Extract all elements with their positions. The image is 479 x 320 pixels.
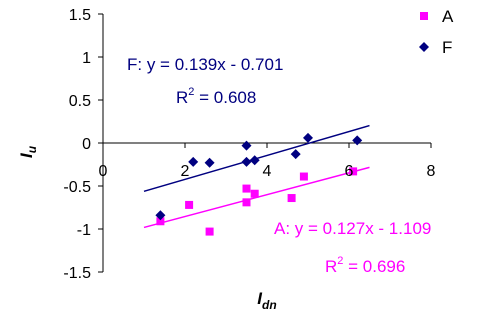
legend-label-f: F bbox=[442, 38, 452, 57]
x-tick-label: 2 bbox=[181, 163, 190, 180]
y-tick-label: 1 bbox=[82, 50, 91, 67]
ticks bbox=[98, 13, 432, 273]
data-point-f bbox=[241, 140, 252, 151]
x-tick-label: 4 bbox=[263, 163, 272, 180]
data-point-a bbox=[250, 189, 259, 198]
legend-marker-a bbox=[420, 12, 428, 20]
data-point-a bbox=[349, 167, 358, 176]
y-tick-label: 0.5 bbox=[69, 93, 91, 110]
x-tick-label: 0 bbox=[99, 163, 108, 180]
trend-equation-a: A: y = 0.127x - 1.109 bbox=[274, 219, 431, 238]
y-tick-label: 1.5 bbox=[69, 7, 91, 24]
data-point-f bbox=[155, 210, 166, 221]
trendlines bbox=[143, 124, 370, 229]
trend-r2-a-exp: 2 bbox=[337, 255, 343, 267]
x-axis-title-subscript: dn bbox=[262, 298, 277, 312]
data-point-a bbox=[185, 200, 194, 209]
x-tick-label: 8 bbox=[427, 163, 436, 180]
data-point-f bbox=[290, 149, 301, 160]
data-point-f bbox=[241, 156, 252, 167]
trend-r2-f-value: = 0.608 bbox=[194, 88, 256, 107]
data-point-f bbox=[352, 135, 363, 146]
legend-label-a: A bbox=[442, 7, 454, 26]
y-axis-title: Iu bbox=[17, 145, 39, 158]
y-tick-label: -1.5 bbox=[63, 265, 91, 282]
annotations: F: y = 0.139x - 0.701 R2 = 0.608 A: y = … bbox=[127, 55, 431, 276]
data-point-a bbox=[205, 227, 214, 236]
trend-r2-f-exp: 2 bbox=[188, 86, 194, 98]
y-axis-title-subscript: u bbox=[25, 145, 39, 153]
y-tick-label: -0.5 bbox=[63, 179, 91, 196]
data-points bbox=[155, 132, 363, 236]
data-point-a bbox=[242, 198, 251, 207]
data-point-a bbox=[287, 194, 296, 203]
data-point-f bbox=[188, 156, 199, 167]
trend-r2-a-value: = 0.696 bbox=[343, 257, 405, 276]
data-point-a bbox=[242, 184, 251, 193]
x-axis-title: Idn bbox=[257, 289, 276, 312]
y-tick-label: 0 bbox=[82, 136, 91, 153]
x-tick-label: 6 bbox=[345, 163, 354, 180]
trend-equation-f: F: y = 0.139x - 0.701 bbox=[127, 55, 283, 74]
x-axis-title-main: I bbox=[257, 289, 263, 308]
trend-r2-a: R2 = 0.696 bbox=[325, 255, 405, 276]
trend-r2-f: R2 = 0.608 bbox=[176, 86, 256, 107]
legend-marker-f bbox=[419, 42, 429, 52]
tick-labels: 1.5 1 0.5 0 -0.5 -1 -1.5 0 2 4 6 8 bbox=[63, 7, 435, 282]
data-point-a bbox=[156, 217, 165, 226]
trend-r2-f-prefix: R bbox=[176, 88, 188, 107]
y-axis-title-main: I bbox=[17, 152, 36, 158]
legend: AF bbox=[419, 7, 454, 57]
y-tick-label: -1 bbox=[77, 222, 91, 239]
data-point-f bbox=[303, 132, 313, 143]
data-point-f bbox=[204, 157, 215, 168]
data-point-f bbox=[249, 155, 260, 166]
data-point-a bbox=[299, 172, 308, 181]
trend-r2-a-prefix: R bbox=[325, 257, 337, 276]
